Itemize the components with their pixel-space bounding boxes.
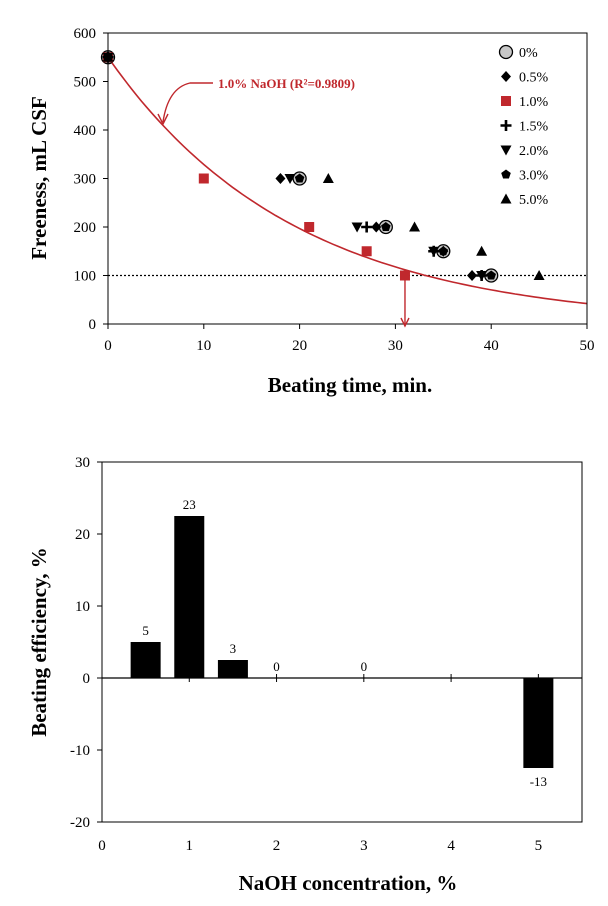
x-tick-label-1: 20 [292, 338, 307, 354]
legend-marker [500, 193, 512, 204]
x-tick-label-2: 5 [535, 838, 543, 854]
legend-label: 0.5% [519, 71, 549, 86]
x-tick-label-2: 2 [273, 838, 281, 854]
y-tick-label-2: 10 [75, 599, 90, 615]
legend-marker [501, 71, 511, 82]
x-tick-label-1: 0 [104, 338, 112, 354]
bar-value-label: -13 [530, 774, 547, 789]
x-axis-title-2: NaOH concentration, % [239, 871, 458, 895]
annotation-arrow [162, 82, 213, 123]
legend-marker [500, 120, 512, 131]
data-point-1-0pct [304, 222, 315, 232]
x-tick-label-2: 0 [98, 838, 106, 854]
y-tick-label-2: -10 [70, 743, 90, 759]
target-arrow [400, 275, 410, 328]
data-point-0-5pct [371, 221, 382, 233]
x-tick-label-2: 4 [447, 838, 455, 854]
axes-1 [103, 32, 588, 329]
data-point-3-0pct [486, 270, 496, 280]
legend-label: 0% [519, 46, 538, 61]
x-axis-title-1: Beating time, min. [268, 373, 432, 397]
legend: 0% 0.5% 1.0% 1.5% 2.0% 3.0% 5.0% [498, 44, 549, 208]
axes-2 [97, 461, 583, 823]
y-tick-labels-1: 0 100 200 300 400 500 600 [74, 26, 97, 333]
data-point-2-0pct [284, 174, 296, 184]
legend-marker [501, 169, 511, 179]
bar [217, 660, 248, 678]
annotation-arrowhead [157, 113, 169, 126]
data-point-5-0pct [476, 245, 488, 256]
y-tick-label-1: 600 [74, 26, 97, 42]
x-tick-labels-2: 0 1 2 3 4 5 [98, 838, 542, 854]
y-tick-label-1: 100 [74, 269, 97, 285]
legend-label: 5.0% [519, 193, 549, 208]
bar-value-label: 23 [183, 497, 196, 512]
x-tick-label-2: 3 [360, 838, 368, 854]
legend-label: 3.0% [519, 169, 549, 184]
bar-value-label: 0 [273, 659, 280, 674]
x-tick-label-2: 1 [186, 838, 194, 854]
legend-marker [498, 44, 514, 60]
bar-value-label: 0 [361, 659, 368, 674]
y-tick-label-1: 300 [74, 172, 97, 188]
data-point-0-5pct [467, 270, 478, 281]
data-point-5-0pct [322, 173, 334, 183]
target-arrowhead [400, 317, 410, 328]
data-point-2-0pct [428, 246, 440, 257]
bar [523, 678, 554, 768]
data-point-3-0pct [438, 246, 449, 256]
x-tick-label-1: 30 [388, 338, 403, 354]
y-tick-label-2: 0 [83, 671, 91, 687]
bars [130, 516, 554, 768]
freeness-chart: 0 10 20 30 40 50 0 100 200 300 400 500 600 1.0% NaO… [27, 26, 595, 397]
y-tick-label-1: 500 [74, 75, 97, 91]
y-tick-label-1: 400 [74, 123, 97, 139]
bar-value-label: 5 [142, 623, 149, 638]
plot-frame-2 [101, 461, 583, 823]
legend-label: 1.5% [519, 120, 549, 135]
fit-annotation: 1.0% NaOH (R²=0.9809) [218, 76, 355, 91]
data-point-1-0pct [198, 173, 209, 184]
x-tick-label-1: 50 [580, 338, 595, 354]
data-point-5-0pct [533, 270, 545, 280]
fit-curve [108, 56, 587, 305]
data-point-0-5pct [275, 173, 286, 184]
x-tick-label-1: 40 [484, 338, 499, 354]
x-tick-labels-1: 0 10 20 30 40 50 [104, 338, 594, 354]
x-tick-label-1: 10 [196, 338, 211, 354]
data-point-3-0pct [381, 222, 391, 231]
bar [130, 642, 161, 678]
y-axis-title-1: Freeness, mL CSF [27, 96, 51, 260]
y-tick-label-2: -20 [70, 815, 90, 831]
data-point-2-0pct [476, 271, 488, 281]
legend-label: 1.0% [519, 95, 549, 110]
y-tick-label-1: 0 [89, 317, 97, 333]
scatter-marks [100, 50, 545, 283]
y-axis-title-2: Beating efficiency, % [27, 547, 51, 737]
data-point-1-0pct [361, 246, 372, 257]
bar-value-label: 3 [230, 641, 237, 656]
y-tick-labels-2: -20 -10 0 10 20 30 [70, 455, 90, 831]
data-point-1-5pct [361, 221, 373, 233]
bar-labels: 5 23 3 0 0 -13 [142, 497, 547, 789]
data-point-2-0pct [351, 222, 363, 233]
data-point-3-0pct [294, 173, 305, 183]
y-tick-label-1: 200 [74, 220, 97, 236]
data-point-5-0pct [409, 221, 421, 232]
y-tick-label-2: 20 [75, 527, 90, 543]
legend-marker [500, 145, 512, 156]
legend-label: 2.0% [519, 144, 549, 159]
y-tick-label-2: 30 [75, 455, 90, 471]
legend-marker [501, 96, 511, 106]
bar [174, 516, 205, 678]
